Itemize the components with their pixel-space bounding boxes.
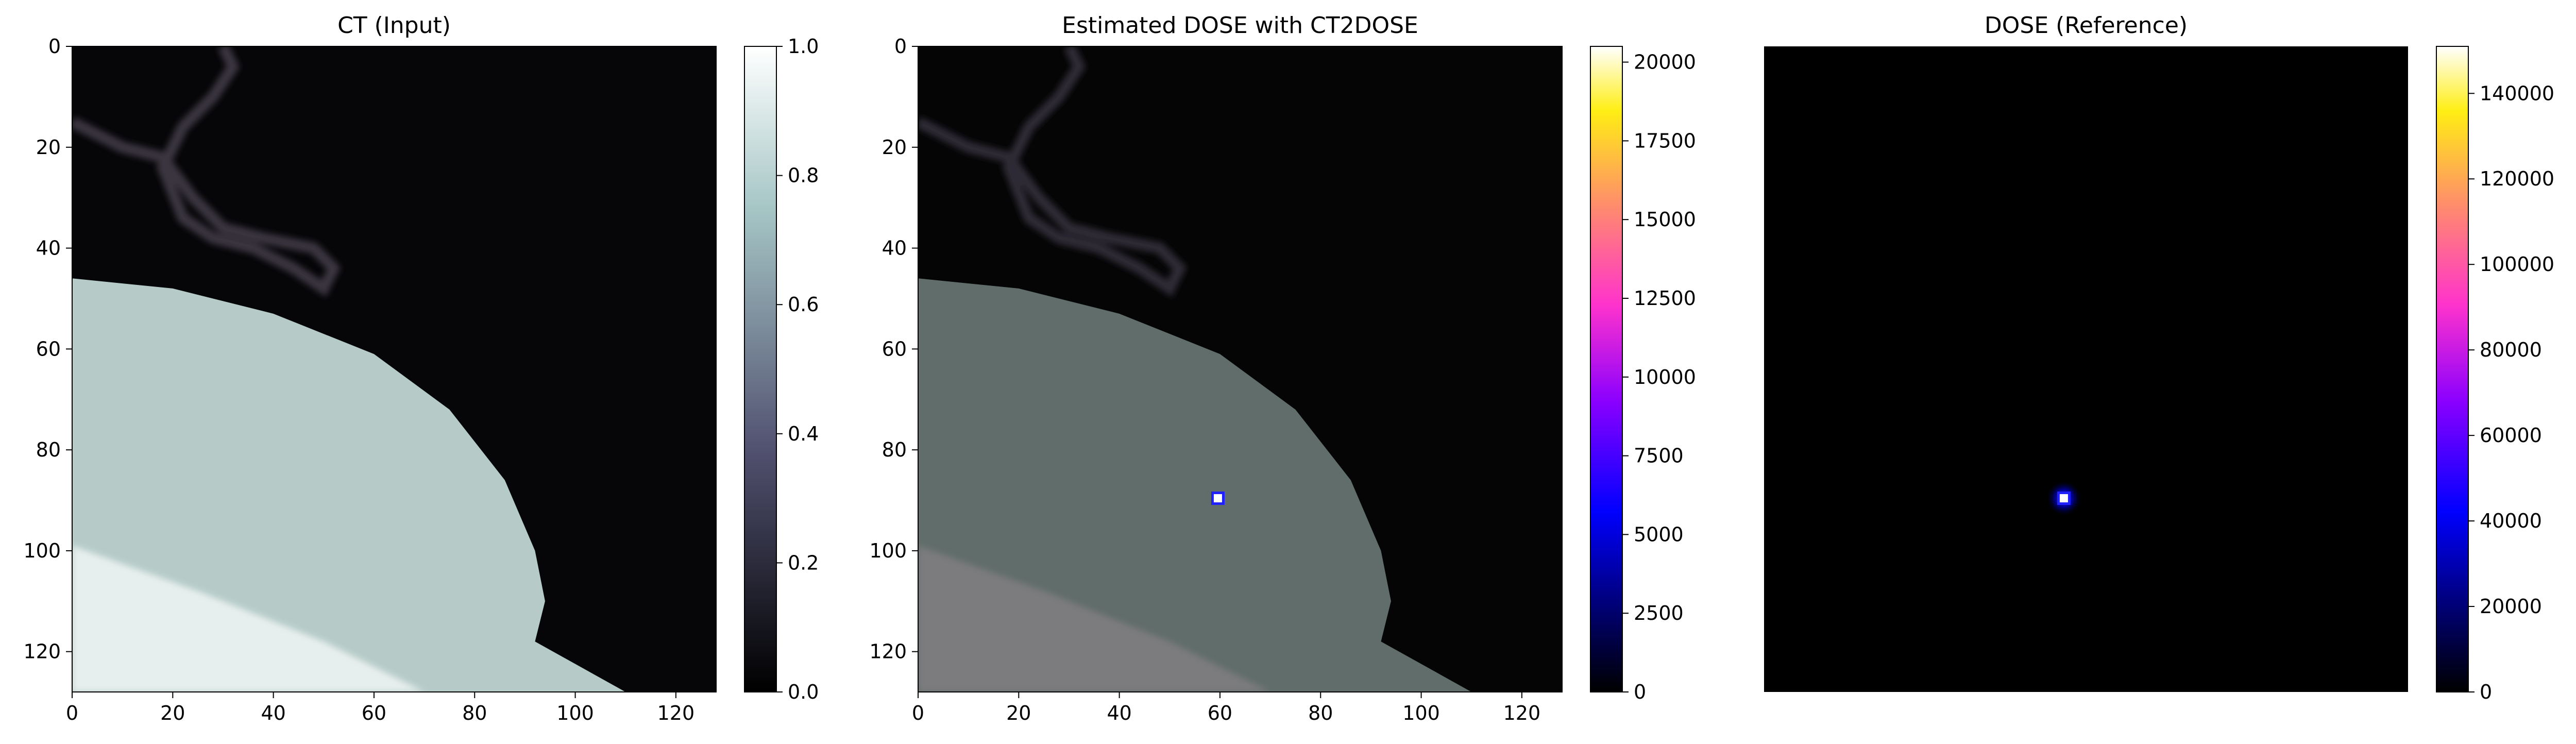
ref-colorbar-tick-label: 60000 [2480, 424, 2542, 447]
ct-y-tick-label: 40 [36, 237, 61, 260]
est-y-tick-label: 60 [882, 337, 907, 360]
ct-x-tick-label: 0 [66, 702, 78, 724]
est-y-tick-label: 20 [882, 136, 907, 159]
reference-dose-panel: DOSE (Reference) 0 20000 40000 60000 80000 10… [1764, 12, 2554, 703]
ref-colorbar-tick-label: 100000 [2480, 253, 2554, 276]
ct-x-tick-label: 80 [462, 702, 487, 724]
ct-y-tick-label: 120 [23, 640, 61, 663]
est-y-tick-label: 80 [882, 438, 907, 461]
est-colorbar-tick-label: 12500 [1634, 287, 1696, 310]
est-panel-title: Estimated DOSE with CT2DOSE [1062, 12, 1418, 39]
ct-x-tick-label: 40 [261, 702, 285, 724]
est-x-tick-label: 20 [1006, 702, 1031, 724]
est-axes-frame [918, 46, 1563, 692]
ref-colorbar-tick-label: 80000 [2480, 339, 2542, 361]
hotspot-core [1213, 494, 1222, 503]
ct-panel-title: CT (Input) [337, 12, 451, 39]
ct-y-tick-label: 80 [36, 438, 61, 461]
est-y-tick-label: 100 [869, 539, 907, 562]
ct-colorbar [744, 46, 777, 692]
ct-input-panel: CT (Input) 0 20 40 60 80 100 120 0 20 40 60 80 100 1… [23, 12, 819, 724]
ref-colorbar-tick-label: 40000 [2480, 510, 2542, 532]
ref-colorbar [2436, 46, 2469, 692]
ct-x-tick-label: 20 [160, 702, 185, 724]
est-colorbar-ticks: 0 2500 5000 7500 10000 12500 15000 17500 20000 [1622, 51, 1696, 703]
ref-colorbar-ticks: 0 20000 40000 60000 80000 100000 120000 140000 [2468, 82, 2554, 703]
est-colorbar-tick-label: 10000 [1634, 366, 1696, 388]
ct-colorbar-tick-label: 0.0 [788, 681, 819, 703]
ct-x-tick-label: 100 [556, 702, 594, 724]
est-dense-structure [918, 546, 1270, 692]
est-x-axis: 0 20 40 60 80 100 120 [912, 692, 1540, 724]
est-image [918, 46, 1562, 692]
est-x-tick-label: 100 [1402, 702, 1440, 724]
ref-colorbar-tick-label: 20000 [2480, 595, 2542, 618]
est-x-tick-label: 120 [1503, 702, 1541, 724]
ct-y-axis: 0 20 40 60 80 100 120 [23, 35, 72, 663]
est-x-tick-label: 0 [912, 702, 924, 724]
est-colorbar-tick-label: 5000 [1634, 523, 1684, 546]
est-y-tick-label: 40 [882, 237, 907, 260]
ref-dose-hotspot [2046, 481, 2081, 516]
ct-colorbar-tick-label: 0.6 [788, 293, 819, 316]
ct-y-tick-label: 60 [36, 337, 61, 360]
ct-y-tick-label: 100 [23, 539, 61, 562]
est-y-tick-label: 0 [894, 35, 907, 58]
est-dose-hotspot [1211, 492, 1225, 505]
ct-x-axis: 0 20 40 60 80 100 120 [66, 692, 694, 724]
est-x-tick-label: 80 [1308, 702, 1333, 724]
ref-image [1764, 46, 2408, 692]
est-air-contour [918, 46, 1187, 297]
ct-axes-frame [72, 46, 717, 692]
ct-y-tick-label: 20 [36, 136, 61, 159]
est-y-axis: 0 20 40 60 80 100 120 [869, 35, 918, 663]
est-colorbar-tick-label: 17500 [1634, 129, 1696, 152]
ref-panel-title: DOSE (Reference) [1985, 12, 2188, 39]
est-body-region [918, 278, 1562, 692]
est-x-tick-label: 60 [1208, 702, 1232, 724]
est-colorbar [1590, 46, 1623, 692]
ct-body-region [72, 278, 716, 692]
ct-colorbar-tick-label: 0.2 [788, 551, 819, 574]
ref-colorbar-tick-label: 120000 [2480, 167, 2554, 190]
ct-x-tick-label: 60 [362, 702, 386, 724]
ct-colorbar-tick-label: 0.4 [788, 422, 819, 445]
ct-colorbar-tick-label: 0.8 [788, 164, 819, 187]
est-x-tick-label: 40 [1107, 702, 1131, 724]
ref-colorbar-tick-label: 140000 [2480, 82, 2554, 105]
ct-dense-structure [72, 546, 425, 692]
est-colorbar-tick-label: 0 [1634, 681, 1646, 703]
est-colorbar-tick-label: 7500 [1634, 445, 1684, 467]
estimated-dose-panel: Estimated DOSE with CT2DOSE 0 20 40 60 80 100… [869, 12, 1696, 724]
ref-colorbar-tick-label: 0 [2480, 681, 2492, 703]
est-colorbar-tick-label: 20000 [1634, 51, 1696, 74]
est-colorbar-tick-label: 2500 [1634, 602, 1684, 624]
hotspot-core [2059, 494, 2068, 503]
ct-y-tick-label: 0 [48, 35, 61, 58]
ct-x-tick-label: 120 [657, 702, 695, 724]
ct-image [72, 46, 716, 692]
ct-colorbar-tick-label: 1.0 [788, 35, 819, 58]
ct-colorbar-ticks: 0.0 0.2 0.4 0.6 0.8 1.0 [776, 35, 819, 703]
ct-air-contour [72, 46, 341, 297]
est-colorbar-tick-label: 15000 [1634, 208, 1696, 231]
est-y-tick-label: 120 [869, 640, 907, 663]
